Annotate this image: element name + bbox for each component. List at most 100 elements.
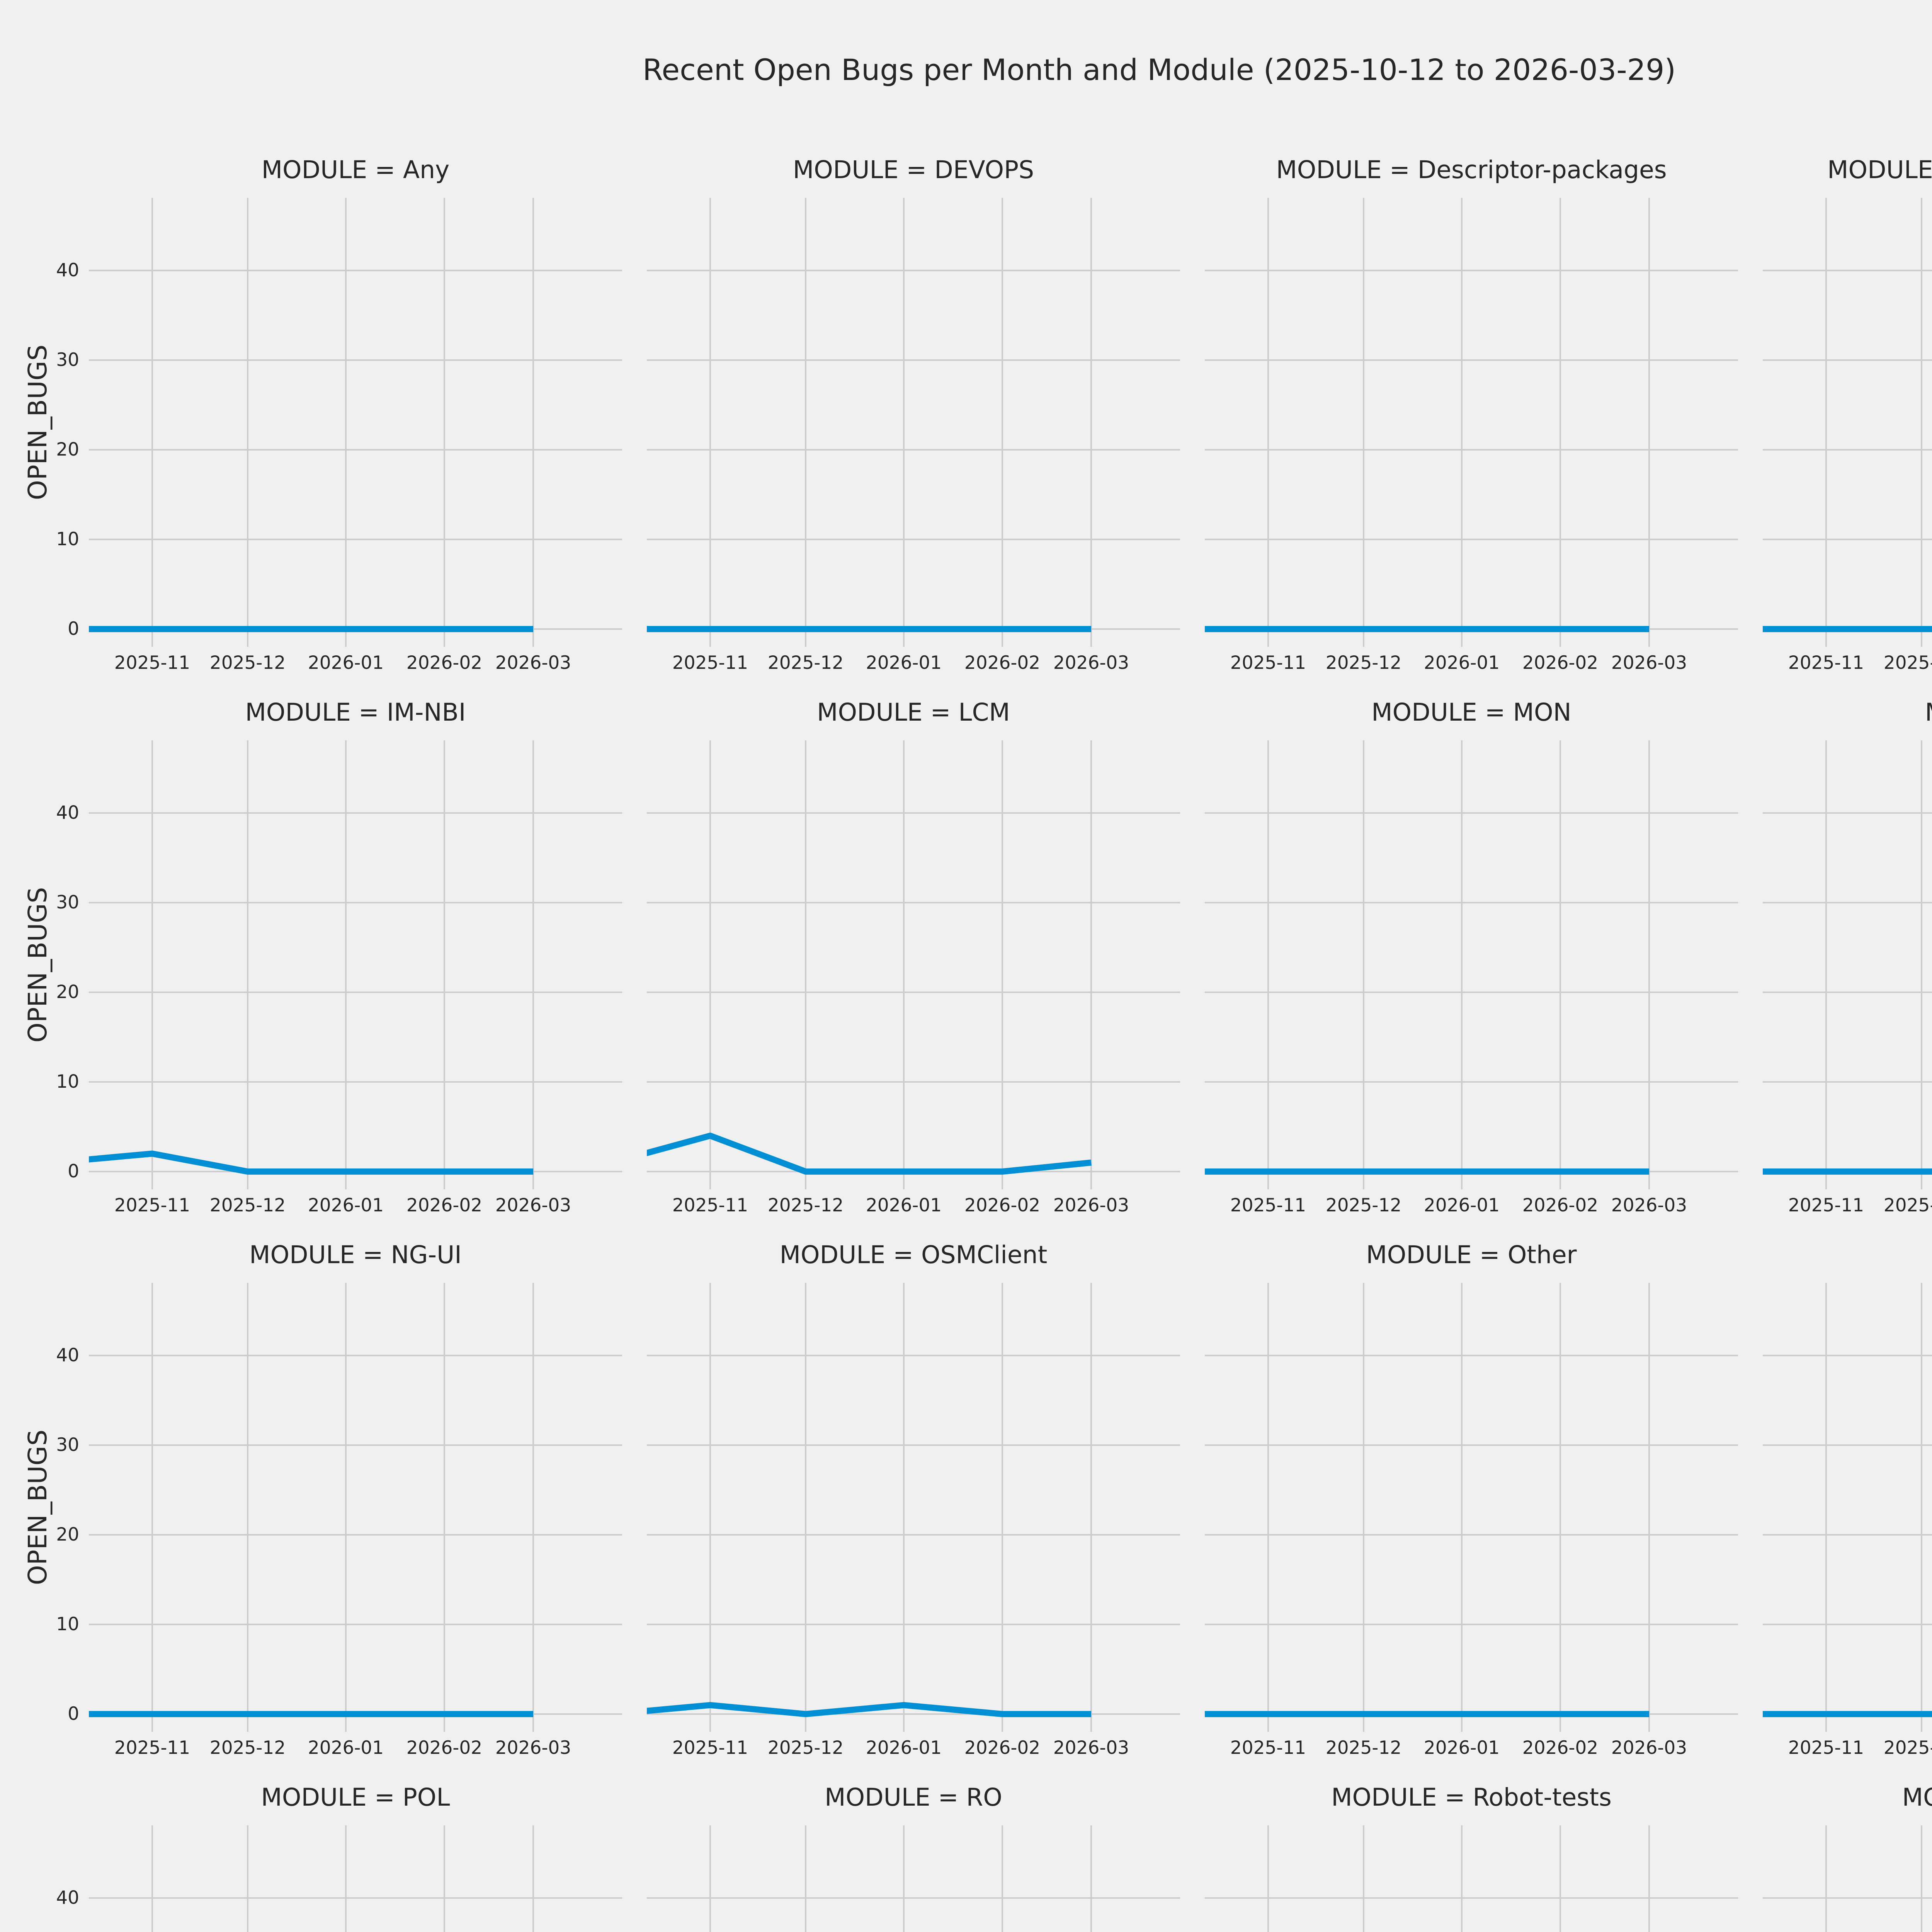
x-tick-label: 2025-11	[1788, 1195, 1864, 1216]
x-tick-label: 2026-01	[308, 1737, 384, 1759]
plot-area	[1763, 1825, 1932, 1932]
y-tick-label: 0	[68, 1161, 79, 1182]
x-tick-label: 2026-01	[866, 652, 942, 673]
facet-title: MODULE = Unknown	[1902, 1783, 1932, 1811]
facet-panel-LCM: MODULE = LCM 2025-11 2025-12 2026-01 2026-02…	[647, 698, 1180, 1216]
plot-area	[89, 1825, 622, 1932]
chart-title: Recent Open Bugs per Month and Module (2…	[643, 53, 1676, 87]
y-tick-label: 30	[56, 892, 79, 913]
facet-title: MODULE = LCM	[817, 698, 1010, 726]
facet-title: MODULE = DEVOPS	[793, 156, 1034, 184]
x-tick-label: 2025-11	[1230, 1195, 1306, 1216]
y-tick-label: 40	[56, 1345, 79, 1366]
facet-panel-N2VC: MODULE = N2VC2025-112025-122026-012026-0…	[1763, 698, 1932, 1216]
plot-area	[89, 740, 622, 1189]
x-tick-label: 2026-02	[964, 1195, 1041, 1216]
x-tick-label: 2026-01	[1423, 1737, 1500, 1759]
y-tick-label: 30	[56, 349, 79, 371]
facet-title: MODULE = MON	[1371, 698, 1571, 726]
facet-title: MODULE = OSMClient	[779, 1241, 1048, 1269]
x-tick-label: 2026-02	[964, 1737, 1041, 1759]
y-tick-label: 40	[56, 802, 79, 823]
y-axis-label: OPEN_BUGS	[23, 887, 53, 1043]
x-tick-label: 2026-02	[1522, 1737, 1599, 1759]
x-tick-label: 2026-03	[1611, 652, 1687, 673]
x-tick-label: 2025-12	[1883, 652, 1932, 673]
plot-area	[647, 1825, 1180, 1932]
facet-panel-Unknown: MODULE = Unknown2025-112025-122026-01202…	[1763, 1783, 1932, 1932]
x-tick-label: 2026-02	[406, 652, 483, 673]
facet-panel-RO: MODULE = RO2025-112025-122026-012026-022…	[647, 1783, 1180, 1932]
x-tick-label: 2026-01	[1423, 652, 1500, 673]
data-line-IM-NBI	[89, 1150, 533, 1175]
facet-panel-Other: MODULE = Other 2025-11 2025-12 2026-01 2026-…	[1205, 1241, 1738, 1759]
x-tick-label: 2025-11	[672, 1195, 748, 1216]
x-tick-label: 2025-12	[209, 1195, 286, 1216]
x-tick-label: 2025-11	[1230, 652, 1306, 673]
x-tick-label: 2025-11	[672, 652, 748, 673]
plot-area	[1205, 740, 1738, 1189]
plot-area	[1763, 740, 1932, 1189]
plot-area	[1763, 198, 1932, 647]
facet-title: MODULE = IM-NBI	[245, 698, 466, 726]
x-tick-label: 2025-12	[1325, 652, 1402, 673]
facet-title: MODULE = PLA	[1763, 1240, 1932, 1270]
x-tick-label: 2026-03	[1611, 1737, 1687, 1759]
x-tick-label: 2026-03	[495, 1737, 571, 1759]
x-tick-label: 2025-12	[1883, 1195, 1932, 1216]
facet-title: MODULE = N2VC	[1763, 697, 1932, 728]
plot-area	[89, 198, 622, 647]
plot-area	[89, 1283, 622, 1732]
x-tick-label: 2025-11	[114, 1195, 190, 1216]
facet-title: MODULE = RO	[825, 1783, 1002, 1811]
plot-area	[647, 740, 1180, 1189]
facet-panel-Robot-tests: MODULE = Robot-tests2025-112025-122026-0…	[1205, 1783, 1738, 1932]
data-line-LCM	[647, 1133, 1092, 1175]
y-tick-label: 10	[56, 1071, 79, 1092]
x-tick-label: 2026-01	[1423, 1195, 1500, 1216]
y-tick-label: 20	[56, 981, 79, 1003]
facet-title: MODULE = Any	[261, 156, 450, 184]
facet-panel-Any: MODULE = Any 2025-11 2025-12 2026-01 2026-02…	[23, 156, 622, 673]
plot-area	[1205, 198, 1738, 647]
x-tick-label: 2025-12	[767, 652, 844, 673]
x-tick-label: 2026-02	[964, 652, 1041, 673]
x-tick-label: 2026-03	[1611, 1195, 1687, 1216]
facet-panel-IM-NBI: MODULE = IM-NBI 2025-11 2025-12 2026-01 2026…	[23, 698, 622, 1216]
x-tick-label: 2026-03	[495, 652, 571, 673]
data-line-OSMClient	[647, 1702, 1091, 1717]
facet-panel-POL: MODULE = POL2025-112025-122026-012026-02…	[56, 1783, 622, 1932]
y-tick-label: 10	[56, 1614, 79, 1635]
x-tick-label: 2025-12	[1325, 1737, 1402, 1759]
x-tick-label: 2026-03	[1053, 1737, 1129, 1759]
x-tick-label: 2025-12	[209, 1737, 286, 1759]
x-tick-label: 2026-01	[308, 652, 384, 673]
x-tick-label: 2026-02	[406, 1195, 483, 1216]
plot-area	[1205, 1283, 1738, 1732]
y-tick-label: 40	[56, 260, 79, 281]
y-tick-label: 30	[56, 1434, 79, 1456]
facet-panel-DEVOPS: MODULE = DEVOPS 2025-11 2025-12 2026-01 2026…	[647, 156, 1180, 673]
facet-title: MODULE = NG-UI	[249, 1241, 462, 1269]
facet-panel-PLA: MODULE = PLA2025-112025-122026-012026-02…	[1763, 1283, 1932, 1759]
x-tick-label: 2026-01	[308, 1195, 384, 1216]
x-tick-label: 2025-11	[1788, 652, 1864, 673]
facet-title: MODULE = Descriptor-packages	[1276, 156, 1667, 184]
x-tick-label: 2025-11	[1230, 1737, 1306, 1759]
facet-panel-Descriptor-packages: MODULE = Descriptor-packages 2025-11 2025-…	[1205, 156, 1738, 673]
x-tick-label: 2026-01	[866, 1195, 942, 1216]
y-tick-label: 20	[56, 1524, 79, 1545]
x-tick-label: 2025-11	[114, 1737, 190, 1759]
facet-panel-Documentation / Wiki: MODULE = Documentation / Wiki 2025-11 2025…	[1763, 156, 1932, 673]
facet-title: MODULE = POL	[261, 1783, 450, 1811]
facet-panel-OSMClient: MODULE = OSMClient 2025-11 2025-12 2026-01 2…	[647, 1241, 1180, 1759]
y-tick-label: 0	[68, 618, 79, 639]
plot-area	[1205, 1825, 1738, 1932]
facet-panel-NG-UI: MODULE = NG-UI 2025-11 2025-12 2026-01 2026-…	[23, 1241, 622, 1759]
x-tick-label: 2026-03	[1053, 652, 1129, 673]
y-tick-label: 10	[56, 529, 79, 550]
x-tick-label: 2025-12	[767, 1195, 844, 1216]
x-tick-label: 2025-12	[1883, 1737, 1932, 1759]
x-tick-label: 2025-12	[767, 1737, 844, 1759]
